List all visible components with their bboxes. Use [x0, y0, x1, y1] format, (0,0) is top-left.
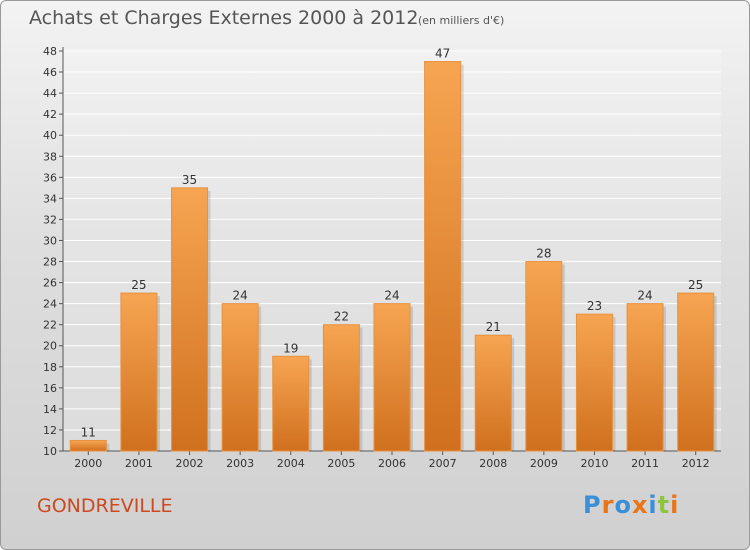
logo-letter: o: [614, 491, 632, 519]
y-tick-label: 30: [43, 234, 57, 247]
y-tick-label: 44: [43, 87, 57, 100]
logo-letter: t: [657, 491, 671, 519]
y-tick-label: 28: [43, 256, 57, 269]
y-tick-label: 20: [43, 340, 57, 353]
data-label: 23: [587, 299, 602, 313]
data-label: 24: [637, 289, 652, 303]
x-tick-label: 2006: [378, 457, 406, 470]
x-tick-label: 2011: [631, 457, 659, 470]
y-tick-label: 42: [43, 108, 57, 121]
x-tick-label: 2008: [479, 457, 507, 470]
bar-2009: [525, 261, 563, 452]
y-tick-label: 16: [43, 382, 57, 395]
bar-2007: [424, 61, 462, 452]
y-tick-label: 32: [43, 213, 57, 226]
logo-letter: r: [601, 491, 615, 519]
y-tick-label: 22: [43, 319, 57, 332]
bar-2006: [373, 303, 411, 452]
x-tick-label: 2002: [176, 457, 204, 470]
y-tick-label: 14: [43, 403, 57, 416]
place-name: GONDREVILLE: [37, 495, 173, 517]
x-tick-label: 2000: [74, 457, 102, 470]
bar-2008: [474, 334, 512, 452]
y-tick-label: 18: [43, 361, 57, 374]
y-tick-label: 36: [43, 171, 57, 184]
y-tick-label: 48: [43, 45, 57, 58]
y-tick-label: 10: [43, 445, 57, 458]
y-tick-label: 46: [43, 66, 57, 79]
logo-letter: i: [648, 491, 658, 519]
y-tick-label: 12: [43, 424, 57, 437]
bar-2002: [171, 187, 209, 452]
data-label: 25: [688, 278, 703, 292]
data-label: 25: [131, 278, 146, 292]
proxiti-logo: Proxiti: [583, 491, 679, 519]
data-label: 11: [81, 425, 96, 439]
data-label: 21: [486, 320, 501, 334]
chart-unit: (en milliers d'€): [418, 14, 505, 27]
y-tick-label: 40: [43, 129, 57, 142]
data-label: 35: [182, 173, 197, 187]
x-tick-label: 2005: [327, 457, 355, 470]
x-tick-label: 2012: [682, 457, 710, 470]
y-tick-label: 24: [43, 298, 57, 311]
data-label: 28: [536, 247, 551, 261]
bar-2005: [322, 324, 360, 452]
data-label: 47: [435, 47, 450, 61]
bar-2000: [69, 439, 107, 452]
data-label: 24: [384, 289, 399, 303]
y-tick-label: 26: [43, 277, 57, 290]
x-tick-label: 2007: [429, 457, 457, 470]
bar-2010: [575, 313, 613, 452]
data-label: 24: [233, 289, 248, 303]
x-tick-label: 2001: [125, 457, 153, 470]
x-tick-label: 2004: [277, 457, 305, 470]
data-label: 19: [283, 341, 298, 355]
x-tick-label: 2009: [530, 457, 558, 470]
logo-letter: P: [583, 491, 602, 519]
bar-2011: [626, 303, 664, 452]
bar-2012: [677, 292, 715, 452]
x-tick-label: 2010: [580, 457, 608, 470]
y-tick-label: 34: [43, 192, 57, 205]
logo-letter: i: [670, 491, 680, 519]
chart-title: Achats et Charges Externes 2000 à 2012: [29, 7, 419, 29]
bar-2003: [221, 303, 259, 452]
data-label: 22: [334, 310, 349, 324]
bar-2001: [120, 292, 158, 452]
logo-letter: x: [631, 491, 649, 519]
bar-2004: [272, 355, 310, 452]
x-tick-label: 2003: [226, 457, 254, 470]
y-tick-label: 38: [43, 150, 57, 163]
